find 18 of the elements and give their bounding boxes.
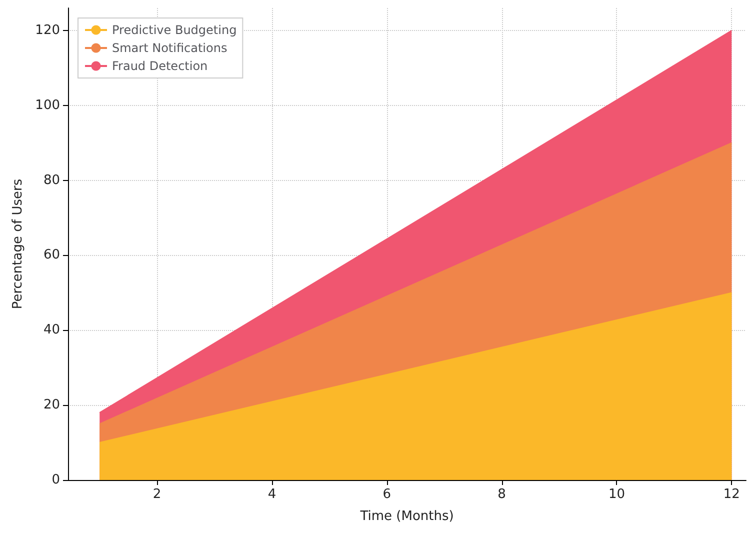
x-tick-label: 10 bbox=[608, 487, 625, 502]
x-axis-title: Time (Months) bbox=[359, 509, 454, 524]
y-tick-label: 0 bbox=[52, 472, 60, 488]
x-tick-label: 12 bbox=[723, 487, 740, 502]
x-tick-label: 6 bbox=[382, 487, 392, 502]
legend-label: Predictive Budgeting bbox=[112, 23, 237, 37]
legend-label: Smart Notifications bbox=[112, 41, 228, 55]
x-tick-label: 8 bbox=[498, 487, 506, 502]
y-tick-label: 60 bbox=[43, 248, 60, 263]
y-tick-label: 120 bbox=[35, 22, 60, 38]
legend-label: Fraud Detection bbox=[112, 59, 208, 73]
y-tick-label: 20 bbox=[43, 398, 60, 413]
y-tick-label: 40 bbox=[43, 322, 60, 338]
y-tick-label: 80 bbox=[43, 172, 60, 188]
y-axis-title: Percentage of Users bbox=[10, 178, 26, 310]
x-tick-label: 2 bbox=[152, 487, 162, 502]
y-tick-label: 100 bbox=[35, 98, 60, 113]
x-tick-label: 4 bbox=[268, 487, 276, 502]
